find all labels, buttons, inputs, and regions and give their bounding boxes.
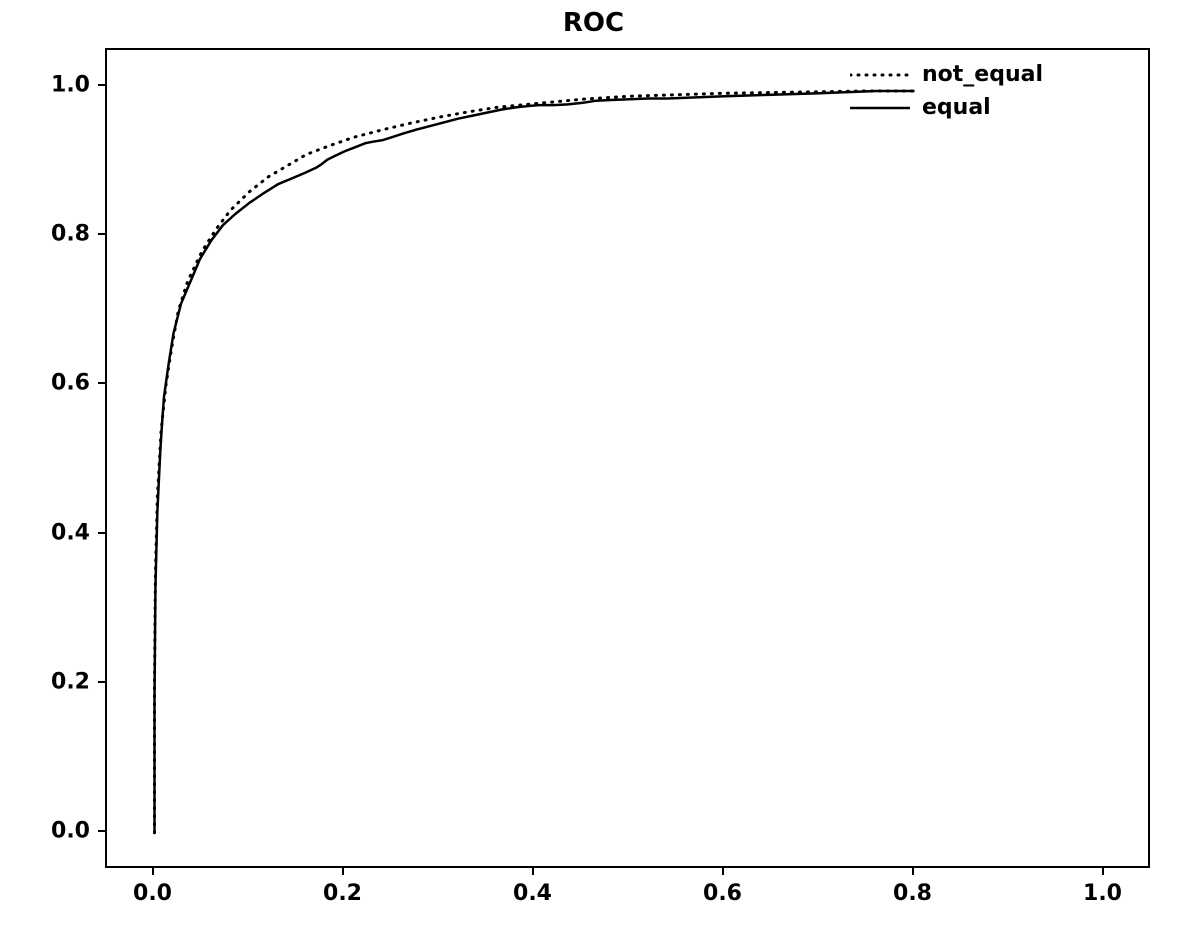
x-tick-label: 0.6 — [703, 881, 742, 906]
x-tick-label: 0.2 — [323, 881, 362, 906]
y-tick-mark — [98, 532, 105, 534]
y-tick-label: 0.0 — [51, 818, 90, 843]
x-tick-mark — [912, 868, 914, 875]
legend-label-not_equal: not_equal — [922, 62, 1043, 87]
legend-item-equal: equal — [850, 95, 1043, 120]
x-tick-mark — [722, 868, 724, 875]
x-tick-label: 1.0 — [1083, 881, 1122, 906]
legend-label-equal: equal — [922, 95, 991, 120]
series-not_equal — [155, 91, 915, 833]
roc-chart: ROC not_equalequal 0.0 0.2 0.4 0.6 0.8 1.0 0.0… — [0, 0, 1187, 931]
legend: not_equalequal — [850, 62, 1043, 128]
x-tick-label: 0.0 — [133, 881, 172, 906]
x-tick-mark — [532, 868, 534, 875]
y-tick-mark — [98, 233, 105, 235]
x-tick-label: 0.4 — [513, 881, 552, 906]
legend-sample-not_equal — [850, 65, 910, 85]
plot-area — [105, 48, 1150, 868]
y-tick-label: 0.8 — [51, 222, 90, 247]
x-tick-mark — [342, 868, 344, 875]
x-tick-mark — [152, 868, 154, 875]
legend-sample-equal — [850, 98, 910, 118]
y-tick-label: 1.0 — [51, 73, 90, 98]
legend-item-not_equal: not_equal — [850, 62, 1043, 87]
x-tick-mark — [1102, 868, 1104, 875]
chart-curves — [107, 50, 1152, 870]
y-tick-mark — [98, 382, 105, 384]
y-tick-mark — [98, 830, 105, 832]
chart-title: ROC — [0, 8, 1187, 38]
y-tick-mark — [98, 681, 105, 683]
x-tick-label: 0.8 — [893, 881, 932, 906]
y-tick-label: 0.4 — [51, 520, 90, 545]
y-tick-mark — [98, 84, 105, 86]
y-tick-label: 0.2 — [51, 669, 90, 694]
y-tick-label: 0.6 — [51, 371, 90, 396]
series-equal — [155, 91, 915, 833]
